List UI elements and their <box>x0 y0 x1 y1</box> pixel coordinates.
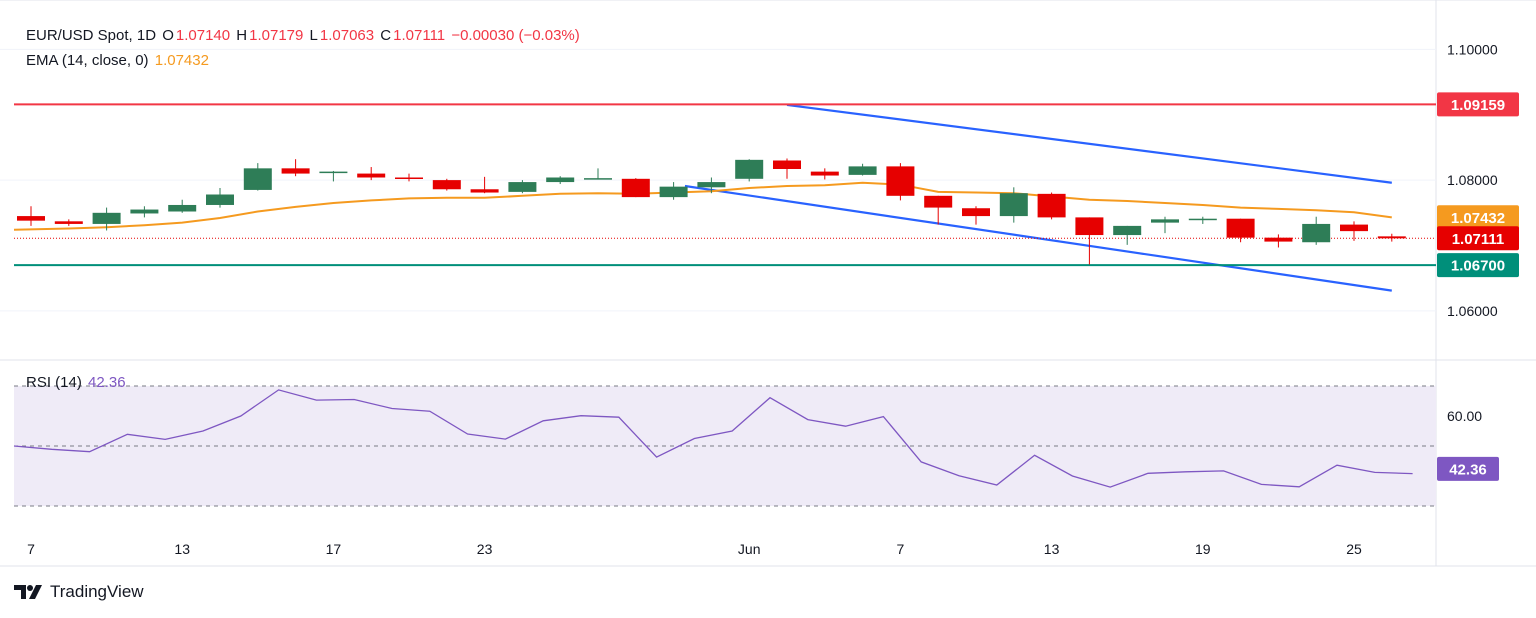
candle-body <box>319 171 348 174</box>
ema-legend-value: 1.07432 <box>154 52 209 69</box>
candles <box>17 158 1406 265</box>
high-value: 1.07179 <box>249 27 304 44</box>
ohlc-legend: EUR/USD Spot, 1D O 1.07140 H 1.07179 L 1.07… <box>26 27 582 44</box>
channel-lower-line <box>684 184 1392 292</box>
time-tick-label: 13 <box>1044 541 1060 557</box>
brand-name: TradingView <box>50 582 144 601</box>
candle-body <box>92 212 121 224</box>
time-tick-label: 19 <box>1195 541 1211 557</box>
candle-body <box>206 194 234 205</box>
candle-body <box>999 193 1028 217</box>
candle-body <box>1302 223 1331 243</box>
candle-body <box>17 216 45 221</box>
price-tick-label: 1.10000 <box>1447 41 1498 57</box>
time-tick-label: 17 <box>326 541 342 557</box>
price-axis: 1.06000 1.08000 1.10000 60.00 <box>1447 41 1498 424</box>
candle-body <box>1037 193 1066 218</box>
candle-body <box>1226 218 1255 238</box>
rsi-label: RSI (14) <box>26 374 82 391</box>
candle-body <box>1340 224 1368 232</box>
price-labels: 1.09159 1.07432 1.07111 1.06700 42.36 <box>1437 92 1519 481</box>
rsi-tick-label: 60.00 <box>1447 408 1482 424</box>
candle-body <box>432 180 461 190</box>
candle-body <box>659 186 688 198</box>
support-tag-label: 1.06700 <box>1451 258 1505 275</box>
open-value: 1.07140 <box>175 27 231 44</box>
candle-body <box>773 160 801 169</box>
candle-body <box>130 209 159 214</box>
close-value: 1.07111 <box>393 27 446 44</box>
time-tick-label: 25 <box>1346 541 1362 557</box>
candle-body <box>168 204 197 212</box>
candle-body <box>54 221 83 224</box>
time-axis: 7 13 17 23 Jun 7 13 19 25 <box>27 541 1362 557</box>
ema-label: EMA (14, close, 0) <box>26 52 149 69</box>
candle-body <box>621 178 650 198</box>
rsi-pane <box>13 385 1436 507</box>
horizontal-levels <box>14 103 1436 267</box>
low-value: 1.07063 <box>319 27 375 44</box>
ema-tag-label: 1.07432 <box>1451 210 1505 227</box>
price-tick-label: 1.08000 <box>1447 172 1498 188</box>
candle-body <box>1075 217 1104 236</box>
candle-body <box>1188 218 1217 221</box>
time-tick-label: Jun <box>738 541 761 557</box>
rsi-line <box>13 389 1413 488</box>
tradingview-logo[interactable]: TradingView <box>14 582 144 602</box>
resistance-tag <box>1437 92 1519 117</box>
candle-body <box>848 166 877 175</box>
price-grid <box>0 0 1536 567</box>
rsi-legend-value: 42.36 <box>88 374 126 391</box>
candle-body <box>1264 237 1293 242</box>
candle-body <box>886 166 915 196</box>
candle-body <box>962 208 990 217</box>
ema-tag <box>1437 205 1519 230</box>
candle-body <box>546 177 575 183</box>
candle-body <box>1113 225 1142 236</box>
candle-body <box>281 168 310 174</box>
candle-body <box>508 182 537 192</box>
high-label: H <box>236 27 248 44</box>
candle-body <box>357 173 386 178</box>
rsi-tag <box>1437 456 1499 481</box>
price-tick-label: 1.06000 <box>1447 303 1498 319</box>
candle-body <box>697 182 726 188</box>
ema-legend: EMA (14, close, 0) 1.07432 <box>26 52 211 69</box>
candle-body <box>1151 219 1179 223</box>
low-label: L <box>309 27 318 44</box>
rsi-legend: RSI (14) 42.36 <box>26 374 128 391</box>
candle-body <box>395 177 423 179</box>
candle-body <box>243 168 272 190</box>
candle-body <box>924 195 953 208</box>
tradingview-logo-icon <box>14 585 42 599</box>
change-value: −0.00030 (−0.03%) <box>451 27 580 44</box>
descending-channel <box>684 103 1392 292</box>
candle-body <box>584 178 612 180</box>
channel-upper-line <box>786 103 1392 184</box>
time-tick-label: 7 <box>27 541 35 557</box>
close-label: C <box>380 27 392 44</box>
support-tag <box>1437 253 1519 278</box>
close-tag <box>1437 226 1519 251</box>
close-tag-label: 1.07111 <box>1452 231 1505 248</box>
candle-body <box>1377 236 1406 239</box>
candle-body <box>470 189 499 193</box>
rsi-tag-label: 42.36 <box>1449 461 1487 478</box>
symbol-title: EUR/USD Spot, 1D <box>26 27 157 44</box>
time-tick-label: 13 <box>174 541 190 557</box>
time-tick-label: 7 <box>897 541 905 557</box>
candle-body <box>810 171 839 176</box>
candle-body <box>735 159 764 179</box>
time-tick-label: 23 <box>477 541 493 557</box>
open-label: O <box>162 27 174 44</box>
resistance-tag-label: 1.09159 <box>1451 97 1505 114</box>
